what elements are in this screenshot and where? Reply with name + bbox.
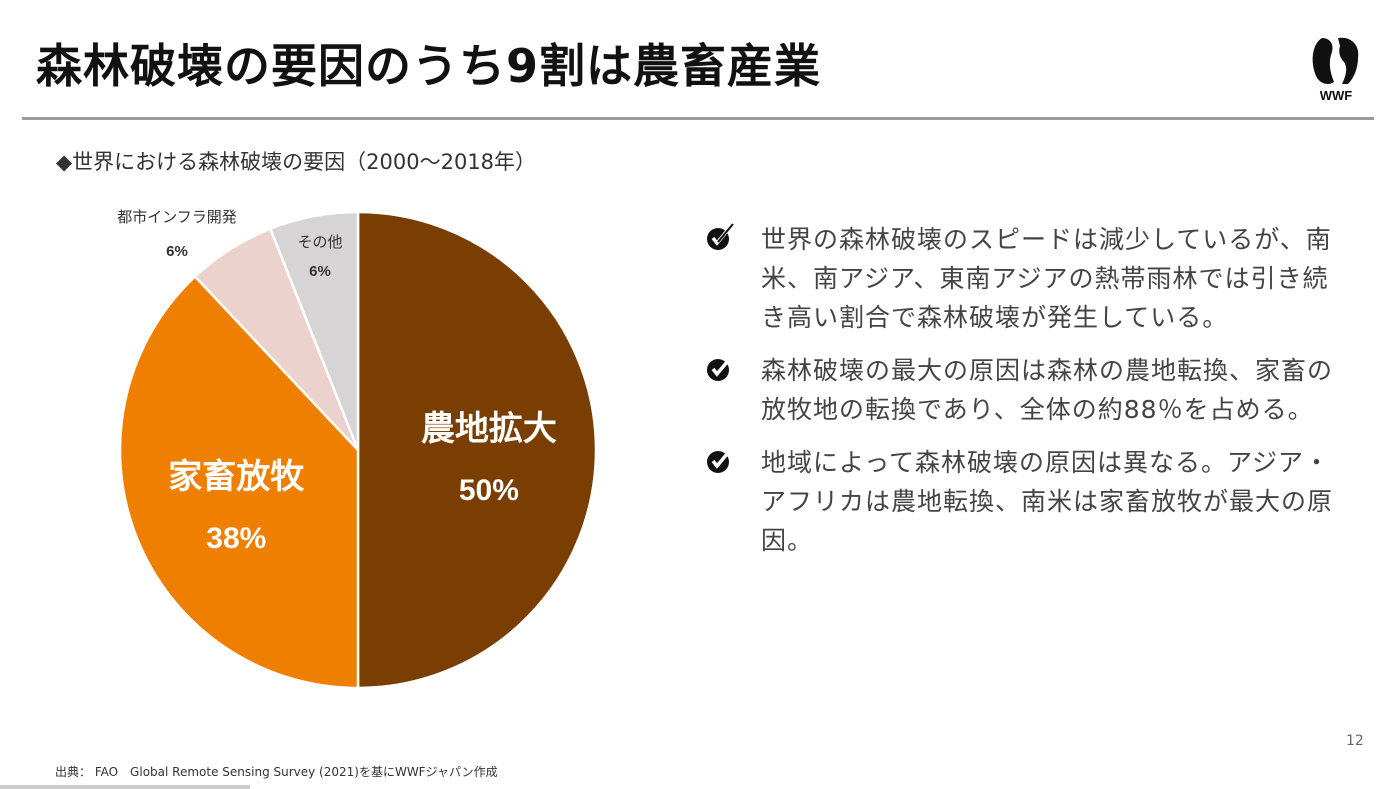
check-icon <box>707 223 734 250</box>
pie-slice <box>118 274 360 690</box>
bullet-item: 地域によって森林破壊の原因は異なる。アジア・アフリカは農地転換、南米は家畜放牧が… <box>705 443 1345 560</box>
title-divider <box>22 117 1374 120</box>
bottom-bar <box>0 785 250 789</box>
slice-value-label: 6% <box>166 243 188 260</box>
pie-slice <box>356 210 598 690</box>
slice-category-label: 家畜放牧 <box>168 457 305 497</box>
slice-category-label: 都市インフラ開発 <box>117 208 237 226</box>
slice-value-label: 6% <box>309 263 331 280</box>
slice-value-label: 50% <box>459 474 519 507</box>
logo-text: WWF <box>1320 88 1353 102</box>
bullet-text: 世界の森林破壊のスピードは減少しているが、南米、南アジア、東南アジアの熱帯雨林で… <box>761 225 1332 332</box>
pie-slice <box>268 210 360 451</box>
bullet-text: 地域によって森林破壊の原因は異なる。アジア・アフリカは農地転換、南米は家畜放牧が… <box>761 448 1334 555</box>
slice-value-label: 38% <box>206 522 266 555</box>
slice-category-label: その他 <box>297 233 342 251</box>
slice-category-label: 農地拡大 <box>421 409 557 449</box>
check-icon <box>707 354 734 381</box>
pie-chart: 農地拡大 50% 家畜放牧 38% 都市インフラ開発 6% その他 6% <box>117 208 598 690</box>
page-number: 12 <box>1346 733 1364 749</box>
check-icon <box>707 446 734 473</box>
chart-subtitle: ◆世界における森林破壊の要因（2000～2018年） <box>56 150 537 174</box>
bullet-item: 世界の森林破壊のスピードは減少しているが、南米、南アジア、東南アジアの熱帯雨林で… <box>705 220 1345 337</box>
slide-title: 森林破壊の要因のうち9割は農畜産業 <box>36 39 822 93</box>
bullet-text: 森林破壊の最大の原因は森林の農地転換、家畜の放牧地の転換であり、全体の約88％を… <box>761 356 1334 424</box>
bullet-item: 森林破壊の最大の原因は森林の農地転換、家畜の放牧地の転換であり、全体の約88％を… <box>705 351 1345 429</box>
source-note: 出典： FAO Global Remote Sensing Survey (20… <box>55 765 498 779</box>
bullet-list: 世界の森林破壊のスピードは減少しているが、南米、南アジア、東南アジアの熱帯雨林で… <box>705 220 1345 574</box>
wwf-panda-logo: WWF <box>1312 37 1359 102</box>
